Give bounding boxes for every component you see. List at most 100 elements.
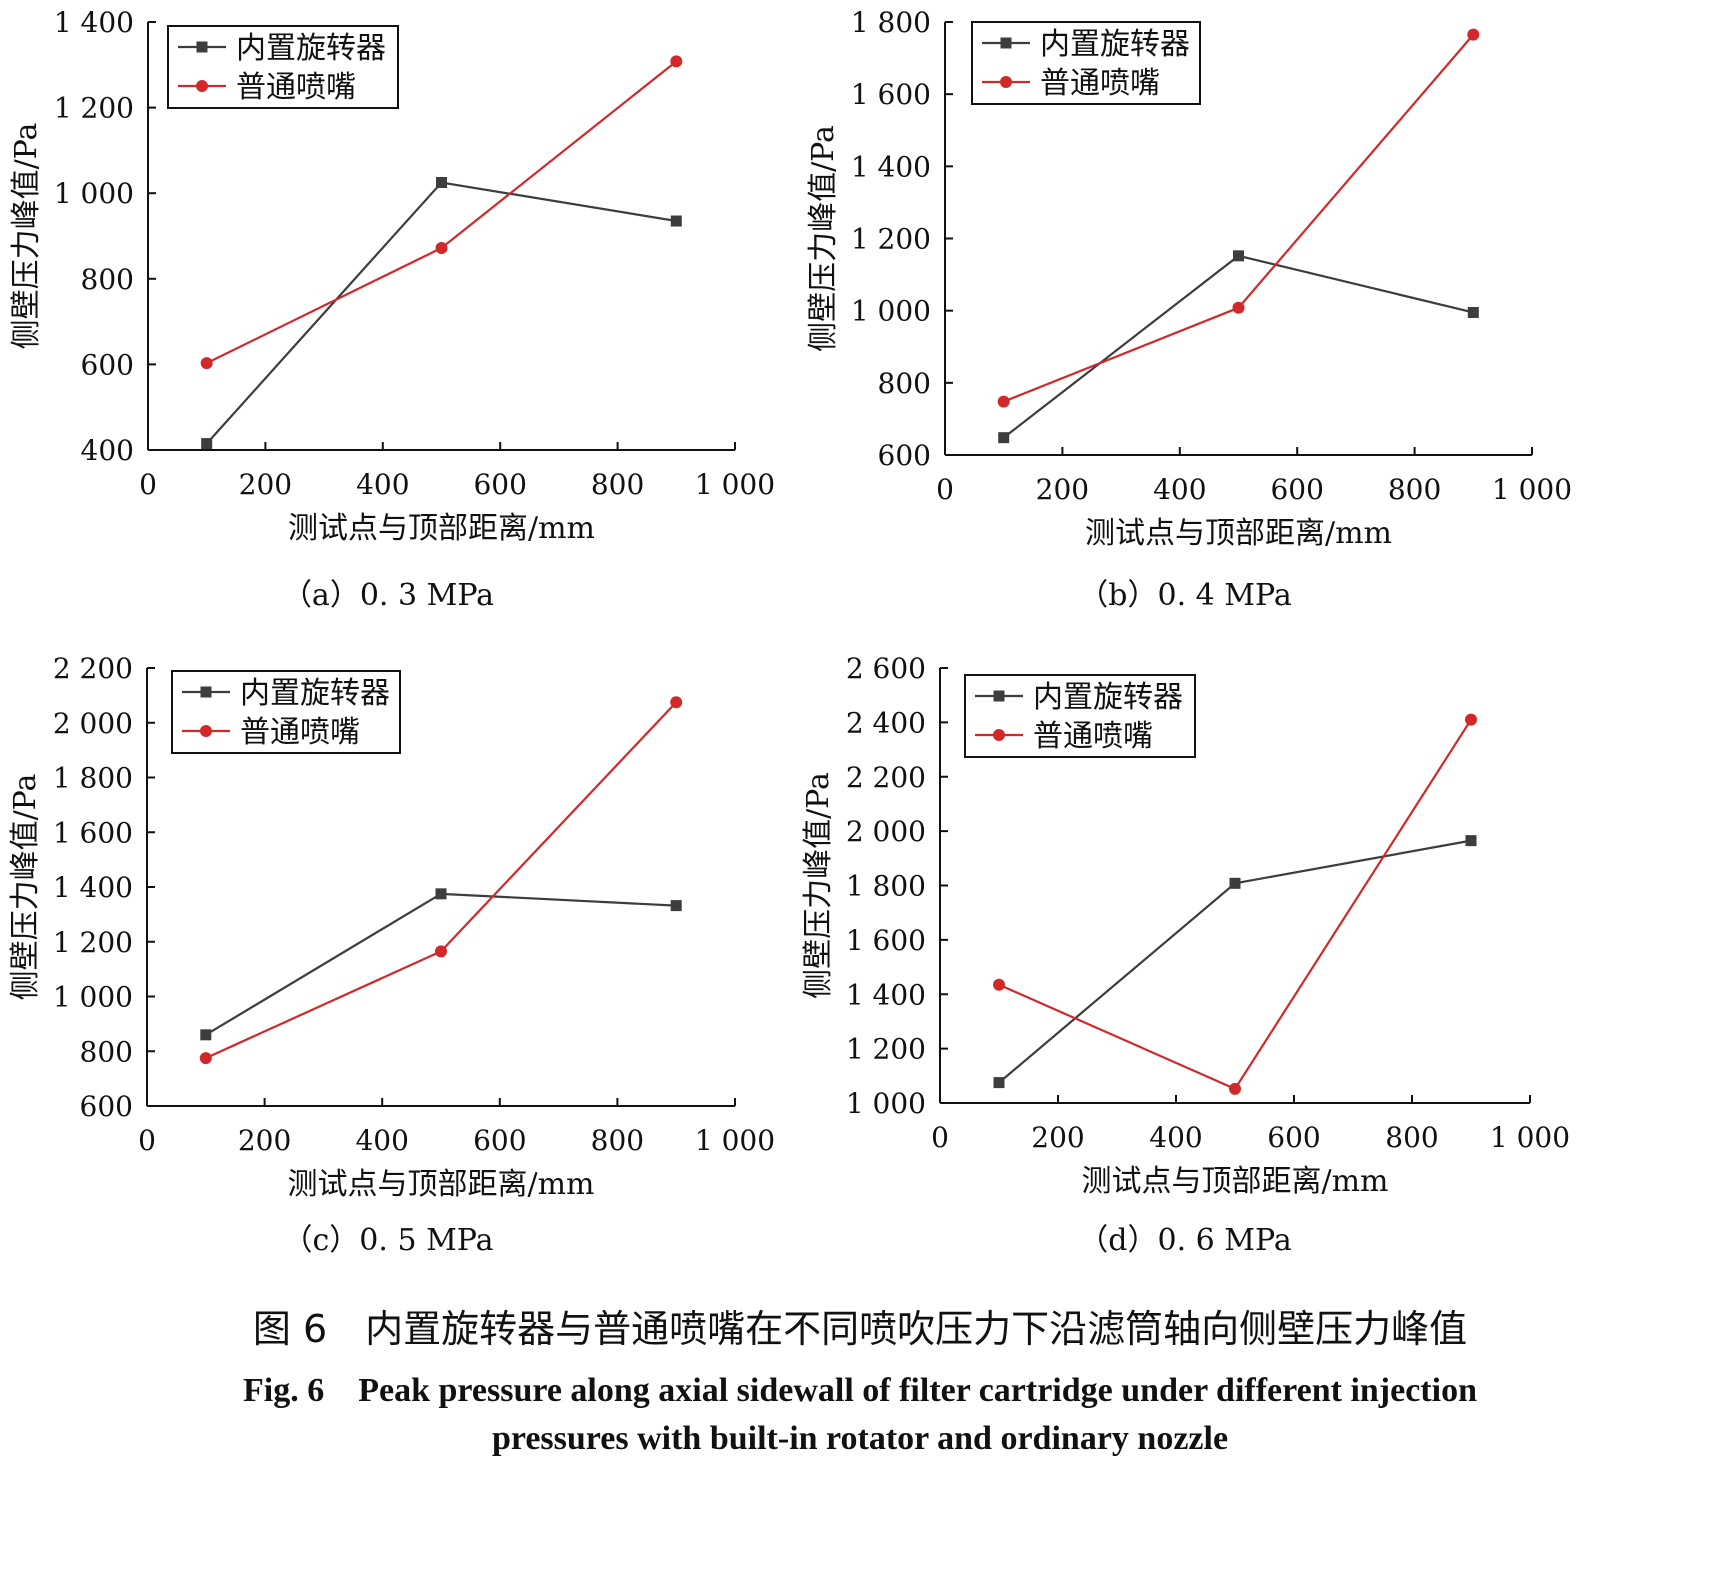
data-point-nozzle: [1232, 301, 1245, 314]
y-tick-label: 1 200: [846, 1033, 926, 1066]
legend-marker-circle: [1000, 76, 1012, 88]
y-tick-label: 1 800: [846, 870, 926, 903]
x-tick-label: 800: [591, 468, 644, 501]
x-tick-label: 0: [139, 468, 157, 501]
y-tick-label: 1 400: [846, 978, 926, 1011]
data-point-nozzle: [1467, 28, 1480, 41]
x-tick-label: 800: [1388, 473, 1441, 506]
legend-label: 内置旋转器: [1033, 680, 1183, 715]
data-point-rotator: [436, 177, 447, 188]
data-point-rotator: [670, 215, 682, 227]
y-tick-label: 1 800: [53, 762, 133, 795]
x-tick-label: 600: [1270, 473, 1323, 506]
panel-subcaption: （d）0. 6 MPa: [1078, 1223, 1292, 1258]
y-tick-label: 1 200: [851, 223, 931, 256]
y-tick-label: 1 200: [54, 92, 134, 125]
chart-panel-a: 400 600 800 1 000 1 200 1 400 0 200 400 600 800 1 0…: [9, 6, 775, 613]
x-tick-label: 200: [1036, 473, 1089, 506]
data-point-nozzle: [200, 357, 213, 370]
y-axis-label: 侧壁压力峰值/Pa: [9, 122, 44, 349]
data-point-rotator: [993, 1077, 1005, 1089]
series-line-rotator: [205, 892, 677, 1036]
legend-label: 内置旋转器: [240, 676, 390, 711]
y-tick-label: 2 400: [846, 706, 926, 739]
y-tick-label: 1 600: [846, 924, 926, 957]
data-point-rotator: [670, 900, 682, 912]
figure-caption-english-line2: pressures with built-in rotator and ordi…: [491, 1420, 1229, 1457]
y-tick-label: 1 400: [851, 150, 931, 183]
y-tick-label: 2 200: [846, 761, 926, 794]
panel-subcaption: （c）0. 5 MPa: [282, 1223, 493, 1258]
y-tick-label: 800: [80, 1035, 133, 1068]
x-axis-label: 测试点与顶部距离/mm: [1085, 516, 1392, 551]
y-tick-label: 2 200: [53, 652, 133, 685]
x-tick-label: 600: [1267, 1121, 1320, 1154]
chart-panel-b: 600 800 1 000 1 200 1 400 1 600 1 800 0 200 400 60…: [806, 6, 1572, 613]
series-line-rotator: [1003, 254, 1474, 439]
legend-label: 内置旋转器: [236, 31, 386, 66]
data-point-nozzle: [1465, 713, 1477, 726]
x-axis-label: 测试点与顶部距离/mm: [287, 1167, 594, 1202]
y-tick-label: 1 600: [851, 78, 931, 111]
legend-box: [971, 21, 1201, 105]
x-tick-label: 1 000: [695, 1124, 775, 1157]
data-point-nozzle: [1229, 1082, 1241, 1095]
x-tick-label: 400: [1149, 1121, 1202, 1154]
legend-marker-circle: [200, 725, 212, 737]
legend-label: 普通喷嘴: [1040, 66, 1160, 101]
y-tick-label: 600: [80, 1090, 133, 1123]
data-point-rotator: [1233, 250, 1244, 262]
legend-box: [964, 674, 1196, 758]
x-axis-label: 测试点与顶部距离/mm: [1081, 1164, 1388, 1199]
x-tick-label: 0: [138, 1124, 156, 1157]
x-tick-label: 400: [355, 1124, 408, 1157]
x-tick-label: 200: [1031, 1121, 1084, 1154]
chart-panel-d: 1 000 1 200 1 400 1 600 1 800 2 000 2 200 2 400…: [801, 652, 1570, 1258]
panel-subcaption: （a）0. 3 MPa: [282, 578, 494, 613]
data-point-rotator: [1467, 306, 1479, 318]
x-tick-label: 600: [473, 468, 526, 501]
data-point-nozzle: [997, 395, 1010, 408]
series-line-nozzle: [998, 719, 1472, 1091]
panel-subcaption: （b）0. 4 MPa: [1078, 578, 1292, 613]
y-tick-label: 400: [81, 434, 134, 467]
data-point-nozzle: [670, 55, 683, 68]
x-tick-label: 1 000: [1492, 473, 1572, 506]
legend-label: 内置旋转器: [1040, 27, 1190, 62]
data-point-rotator: [200, 1029, 212, 1041]
x-axis-label: 测试点与顶部距离/mm: [288, 511, 595, 546]
data-point-rotator: [201, 438, 213, 450]
data-point-rotator: [435, 888, 447, 900]
y-tick-label: 1 000: [53, 981, 133, 1014]
y-tick-label: 1 000: [846, 1087, 926, 1120]
x-tick-label: 1 000: [1490, 1121, 1570, 1154]
y-tick-label: 1 200: [53, 926, 133, 959]
x-tick-label: 0: [931, 1121, 949, 1154]
y-tick-label: 2 000: [846, 815, 926, 848]
legend-marker-square: [993, 690, 1005, 702]
legend-label: 普通喷嘴: [240, 715, 360, 750]
series-line-rotator: [205, 181, 677, 445]
x-tick-label: 1 000: [695, 468, 775, 501]
y-axis-label: 侧壁压力峰值/Pa: [8, 773, 43, 1000]
x-tick-label: 400: [356, 468, 409, 501]
legend-label: 普通喷嘴: [236, 70, 356, 105]
data-point-nozzle: [435, 945, 447, 958]
figure-caption-english-line1: Fig. 6 Peak pressure along axial sidewal…: [243, 1372, 1477, 1409]
x-tick-label: 800: [1385, 1121, 1438, 1154]
data-point-nozzle: [670, 696, 683, 709]
series-line-rotator: [998, 839, 1472, 1084]
y-tick-label: 2 600: [846, 652, 926, 685]
legend-marker-circle: [196, 80, 208, 92]
y-tick-label: 1 400: [53, 871, 133, 904]
x-tick-label: 200: [239, 468, 292, 501]
series-line-nozzle: [205, 701, 677, 1060]
legend-label: 普通喷嘴: [1033, 719, 1153, 754]
y-tick-label: 600: [878, 439, 931, 472]
data-point-nozzle: [435, 241, 448, 254]
y-tick-label: 2 000: [53, 707, 133, 740]
x-tick-label: 600: [473, 1124, 526, 1157]
figure-caption-chinese: 图 6 内置旋转器与普通喷嘴在不同喷吹压力下沿滤筒轴向侧壁压力峰值: [252, 1307, 1468, 1351]
y-tick-label: 1 000: [54, 177, 134, 210]
y-tick-label: 1 600: [53, 816, 133, 849]
